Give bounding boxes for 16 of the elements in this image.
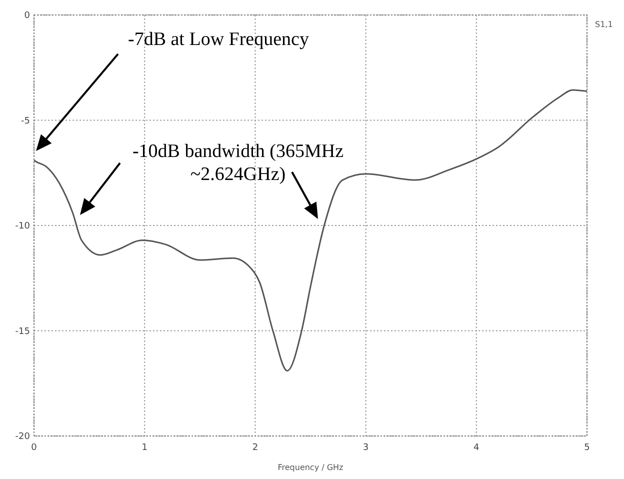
line-series <box>33 89 588 372</box>
x-tick-label: 1 <box>142 443 148 453</box>
x-tick-label: 0 <box>31 443 38 453</box>
y-tick-label: -20 <box>15 432 30 442</box>
annotation: -10dB bandwidth (365MHz ~2.624GHz) <box>132 141 344 185</box>
x-tick-label: 4 <box>474 443 480 453</box>
y-tick-label: -15 <box>15 326 30 337</box>
x-tick-label: 5 <box>584 443 590 453</box>
x-tick-label: 3 <box>362 443 369 453</box>
y-tick-label: -10 <box>15 222 30 232</box>
y-tick-label: 0 <box>24 11 30 21</box>
annotation: -7dB at Low Frequency <box>128 29 310 50</box>
y-tick-label: -5 <box>21 116 30 126</box>
text: S1,1 <box>595 20 613 29</box>
x-tick-label: 2 <box>252 443 258 453</box>
x-axis-title: Frequency / GHz <box>278 463 344 472</box>
